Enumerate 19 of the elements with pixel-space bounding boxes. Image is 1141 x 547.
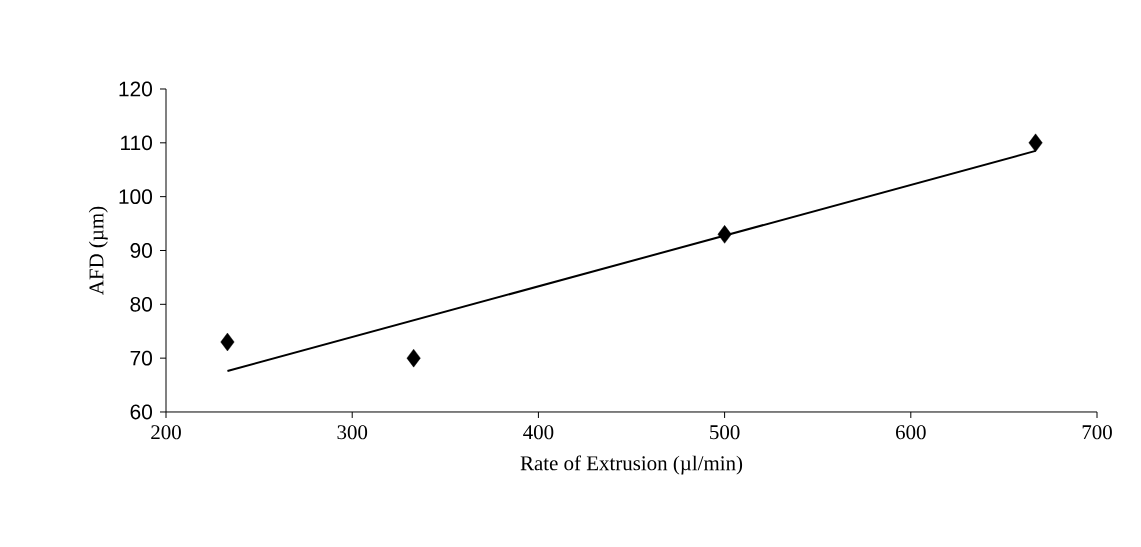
point xyxy=(220,332,235,352)
y-tick-label: 70 xyxy=(130,350,153,366)
y-tick-label: 110 xyxy=(121,135,153,151)
y-tick-label: 60 xyxy=(130,404,153,420)
y-axis-title: AFD (µm) xyxy=(88,206,108,295)
x-tick-label: 500 xyxy=(710,425,740,440)
y-tick-label: 90 xyxy=(130,243,153,258)
point xyxy=(1028,133,1043,153)
x-axis-title: Rate of Extrusion (µl/min) xyxy=(520,455,743,475)
point xyxy=(406,348,421,368)
y-tick-label: 80 xyxy=(130,296,153,312)
x-tick-label: 400 xyxy=(523,425,554,440)
y-tick-label: 120 xyxy=(119,81,153,97)
x-tick-label: 600 xyxy=(896,425,926,440)
x-tick-label: 300 xyxy=(337,425,368,440)
x-tick-label: 200 xyxy=(151,425,181,440)
point xyxy=(717,225,732,244)
x-tick-label: 700 xyxy=(1082,425,1112,440)
y-tick-label: 100 xyxy=(119,189,153,205)
